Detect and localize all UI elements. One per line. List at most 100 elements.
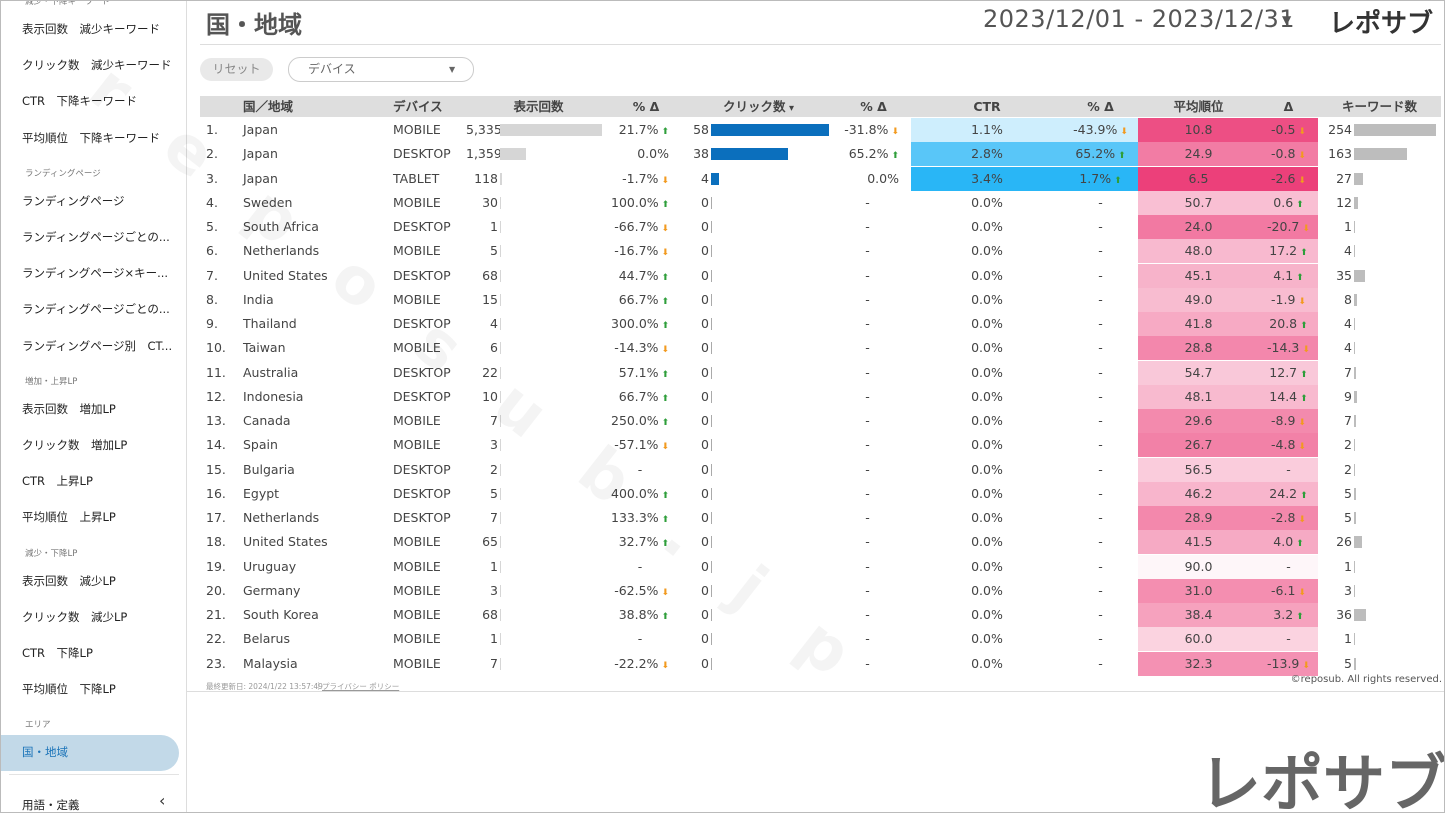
table-cell: 2 <box>1318 458 1441 482</box>
table-cell: - <box>1063 215 1138 240</box>
nav-item[interactable]: CTR 上昇LP <box>22 474 93 489</box>
cell-value: 21.7% <box>618 122 659 137</box>
column-header[interactable]: 平均順位 <box>1173 99 1224 114</box>
cell-value: 7 <box>490 413 498 429</box>
table-cell: 0.0% <box>911 481 1063 506</box>
nav-item[interactable]: クリック数 増加LP <box>22 438 128 452</box>
cell-value: - <box>1098 607 1103 623</box>
column-header[interactable]: % Δ <box>632 99 660 114</box>
bar <box>500 415 501 428</box>
column-header[interactable]: クリック数 ▾ <box>722 99 795 114</box>
nav-item[interactable]: クリック数 減少キーワード <box>22 58 172 73</box>
cell-value: - <box>1098 534 1103 550</box>
table-cell: -31.8% ⬇ <box>836 118 911 142</box>
trend-arrow: ⬆ <box>661 369 669 380</box>
table-cell: 7 <box>466 506 611 530</box>
nav-item[interactable]: 平均順位 下降キーワード <box>22 130 160 145</box>
column-header[interactable]: キーワード数 <box>1341 99 1417 114</box>
privacy-link[interactable]: プライバシー ポリシー <box>322 682 400 691</box>
table-cell: 0 <box>681 215 836 239</box>
nav-item[interactable]: ランディングページ別 CT... <box>22 338 173 353</box>
table-cell: 5 <box>1318 482 1441 506</box>
table-cell: 0 <box>681 530 836 554</box>
cell-value: Taiwan <box>243 340 286 356</box>
bar <box>1354 318 1356 331</box>
nav-item[interactable]: ランディングページ×キー... <box>22 266 169 281</box>
table-cell: 3 <box>466 433 611 457</box>
table-cell: 38 <box>681 142 836 166</box>
device-dropdown[interactable]: デバイス ▼ <box>288 57 474 82</box>
cell-value: DESKTOP <box>393 219 451 235</box>
cell-value: - <box>1098 364 1103 380</box>
cell-value: MOBILE <box>393 437 441 453</box>
nav-item[interactable]: 国・地域 <box>22 745 68 760</box>
bar <box>1354 221 1355 234</box>
table-cell: 29.6 <box>1138 409 1259 434</box>
table-cell: - <box>836 361 911 385</box>
cell-value: 2 <box>490 461 498 477</box>
nav-item[interactable]: 表示回数 増加LP <box>22 401 116 416</box>
table-cell: -14.3% ⬇ <box>611 336 681 360</box>
nav-item[interactable]: 用語・定義 <box>22 797 80 812</box>
table-cell: 38.4 <box>1138 603 1259 628</box>
table-cell: 7 <box>466 409 611 433</box>
collapse-button[interactable]: ‹ <box>159 791 166 810</box>
column-header[interactable]: Δ <box>1283 99 1294 114</box>
cell-value: -1.7% <box>622 170 659 186</box>
cell-value: 65.2% <box>848 146 889 162</box>
table-cell: 0.0% <box>911 336 1063 361</box>
cell-value: - <box>1098 219 1103 235</box>
cell-value: 14.4 <box>1269 388 1298 404</box>
column-header[interactable]: CTR <box>973 99 1001 114</box>
column-header[interactable]: % Δ <box>860 99 887 114</box>
cell-value: 0.0% <box>971 194 1003 210</box>
table-cell: 58 <box>681 118 836 142</box>
cell-value: 17.2 <box>1269 243 1298 259</box>
table-cell: 1 <box>1318 555 1441 579</box>
table-cell: - <box>836 239 911 263</box>
date-range[interactable]: 2023/12/01 - 2023/12/31 <box>983 5 1296 33</box>
column-header[interactable]: デバイス <box>393 99 443 114</box>
cell-value: 41.5 <box>1184 534 1213 550</box>
table-cell: 4 <box>466 312 611 336</box>
cell-value: 24.0 <box>1184 219 1213 235</box>
bar <box>711 512 712 525</box>
nav-item[interactable]: CTR 下降LP <box>22 646 93 660</box>
nav-item[interactable]: 表示回数 減少LP <box>22 573 116 588</box>
cell-value: 27 <box>1336 170 1352 186</box>
nav-item[interactable]: 平均順位 上昇LP <box>22 510 116 525</box>
table-cell: 30 <box>466 191 611 215</box>
date-dropdown-arrow[interactable]: ▼ <box>1282 13 1292 27</box>
nav-item[interactable]: ランディングページ <box>22 193 125 208</box>
table-cell: 300.0% ⬆ <box>611 312 681 336</box>
reset-button[interactable]: リセット <box>200 58 273 81</box>
column-header[interactable]: 国／地域 <box>243 99 294 114</box>
table-cell: TABLET <box>390 167 466 191</box>
table-cell: - <box>1259 554 1318 579</box>
nav-item[interactable]: ランディングページごとの... <box>22 302 170 317</box>
column-header[interactable]: % Δ <box>1087 99 1114 114</box>
table-cell: 68 <box>466 603 611 627</box>
table-cell: 17.2 ⬆ <box>1259 239 1318 264</box>
table-cell: - <box>836 506 911 530</box>
nav-item[interactable]: クリック数 減少LP <box>22 609 128 624</box>
table-cell: 0 <box>681 191 836 215</box>
bar <box>1354 172 1363 185</box>
nav-item[interactable]: CTR 下降キーワード <box>22 94 138 109</box>
table-cell: 0.0% <box>911 457 1063 482</box>
cell-value: 20. <box>206 582 226 598</box>
table-cell: 400.0% ⬆ <box>611 482 681 506</box>
nav-item[interactable]: 表示回数 減少キーワード <box>22 22 160 36</box>
nav-item[interactable]: ランディングページごとの... <box>22 230 170 244</box>
table-cell: MOBILE <box>390 530 466 554</box>
table-cell: - <box>836 312 911 336</box>
cell-value: 1 <box>490 219 498 235</box>
table-cell: MOBILE <box>390 118 466 142</box>
cell-value: 41.8 <box>1184 316 1213 332</box>
column-header[interactable]: 表示回数 <box>513 99 564 114</box>
cell-value: 0.0% <box>971 388 1003 404</box>
table-cell: - <box>1259 457 1318 482</box>
nav-item[interactable]: 平均順位 下降LP <box>22 682 116 697</box>
table-cell: MOBILE <box>390 239 466 263</box>
table-cell: 4 <box>1318 239 1441 263</box>
